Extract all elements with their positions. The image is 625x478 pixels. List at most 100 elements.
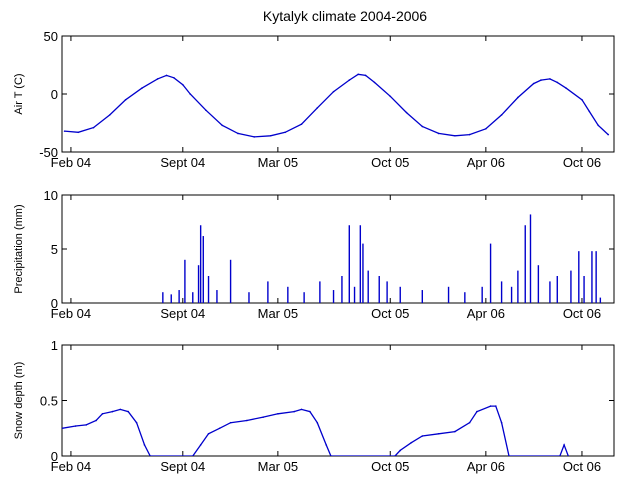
data-point (262, 416, 264, 418)
y-axis-label: Precipitation (mm) (13, 204, 25, 293)
x-tick-label: Oct 05 (371, 306, 409, 321)
data-point (540, 79, 542, 81)
data-point (364, 74, 367, 77)
data-point (141, 87, 143, 89)
y-tick-label: 0 (51, 296, 58, 311)
figure-title: Kytalyk climate 2004-2006 (263, 8, 427, 24)
data-point (325, 444, 327, 446)
x-tick-label: Apr 06 (467, 459, 505, 474)
data-point (221, 124, 223, 127)
data-point (476, 410, 478, 413)
data-point (85, 424, 87, 426)
data-point (405, 111, 408, 114)
data-point (124, 99, 127, 101)
x-tick-label: Apr 06 (467, 155, 505, 170)
x-tick-label: Mar 05 (258, 155, 298, 170)
data-point (532, 82, 535, 85)
data-point (95, 419, 97, 422)
data-point (229, 421, 232, 424)
data-point (218, 427, 221, 430)
y-tick-label: 10 (44, 188, 58, 203)
x-tick-label: Feb 04 (51, 459, 91, 474)
data-point (63, 130, 66, 132)
data-point (357, 73, 360, 76)
x-tick-label: Feb 04 (51, 306, 91, 321)
data-point (143, 444, 146, 446)
data-point (135, 421, 138, 424)
data-point (437, 132, 440, 135)
data-point (127, 410, 129, 413)
data-point (489, 405, 492, 407)
y-tick-label: 5 (51, 242, 58, 257)
data-point (119, 408, 122, 411)
x-tick-label: Sept 04 (160, 306, 205, 321)
data-point (454, 134, 456, 137)
y-axis-label: Air T (C) (13, 73, 25, 114)
data-point (189, 93, 191, 95)
x-tick-label: Mar 05 (258, 459, 298, 474)
chart-air-temperature: Air T (C) -50 0 50 Feb 04 Sept 04 Mar 05 Oct 05… (13, 29, 615, 170)
data-point (246, 419, 248, 422)
data-point (173, 76, 175, 79)
data-point (277, 413, 279, 415)
data-point (269, 134, 272, 137)
y-tick-label: 1 (51, 338, 58, 353)
data-point (421, 125, 424, 128)
data-point (156, 78, 159, 80)
data-point (237, 132, 239, 135)
data-point (293, 410, 295, 413)
x-tick-label: Oct 05 (371, 459, 409, 474)
x-tick-label: Apr 06 (467, 306, 505, 321)
data-point (581, 99, 583, 101)
data-point (559, 455, 561, 456)
data-point (485, 128, 487, 130)
data-point (495, 405, 497, 407)
data-point (556, 81, 559, 84)
data-point (101, 413, 104, 415)
data-point (607, 133, 610, 136)
data-point (300, 408, 303, 411)
x-tick-label: Feb 04 (51, 155, 91, 170)
data-point (373, 81, 376, 84)
x-tick-label: Sept 04 (160, 155, 205, 170)
data-point (165, 74, 168, 77)
data-point (330, 455, 332, 456)
data-point (284, 131, 287, 134)
data-point (389, 95, 392, 98)
x-tick-label: Sept 04 (160, 459, 205, 474)
data-point (567, 455, 570, 456)
data-point (563, 444, 565, 446)
data-point (468, 133, 471, 136)
data-point (549, 78, 551, 80)
chart-precipitation: Precipitation (mm) 0 5 10 Feb 04 Sept 04 Mar 0… (13, 188, 615, 321)
data-point (316, 107, 319, 109)
x-tick-label: Oct 06 (563, 306, 601, 321)
series-line (62, 405, 569, 456)
data-point (421, 435, 424, 437)
data-point (588, 110, 591, 113)
data-point (62, 427, 63, 430)
data-point (399, 449, 402, 452)
x-tick-label: Oct 06 (563, 155, 601, 170)
data-point (149, 455, 152, 456)
data-point (74, 425, 77, 427)
plot-area (61, 35, 615, 153)
data-point (77, 131, 80, 134)
series-line (64, 73, 609, 138)
plot-area (61, 344, 615, 457)
data-point (565, 87, 568, 89)
data-point (508, 455, 510, 456)
y-axis-label: Snow depth (m) (13, 362, 25, 440)
y-tick-label: 0 (51, 449, 58, 464)
data-point (316, 421, 319, 424)
data-point (108, 114, 111, 116)
data-point (500, 114, 503, 116)
data-point (111, 410, 114, 413)
data-point (454, 430, 456, 433)
data-point (205, 109, 207, 112)
data-point (348, 79, 351, 81)
data-point (597, 124, 600, 127)
data-point (207, 433, 210, 435)
